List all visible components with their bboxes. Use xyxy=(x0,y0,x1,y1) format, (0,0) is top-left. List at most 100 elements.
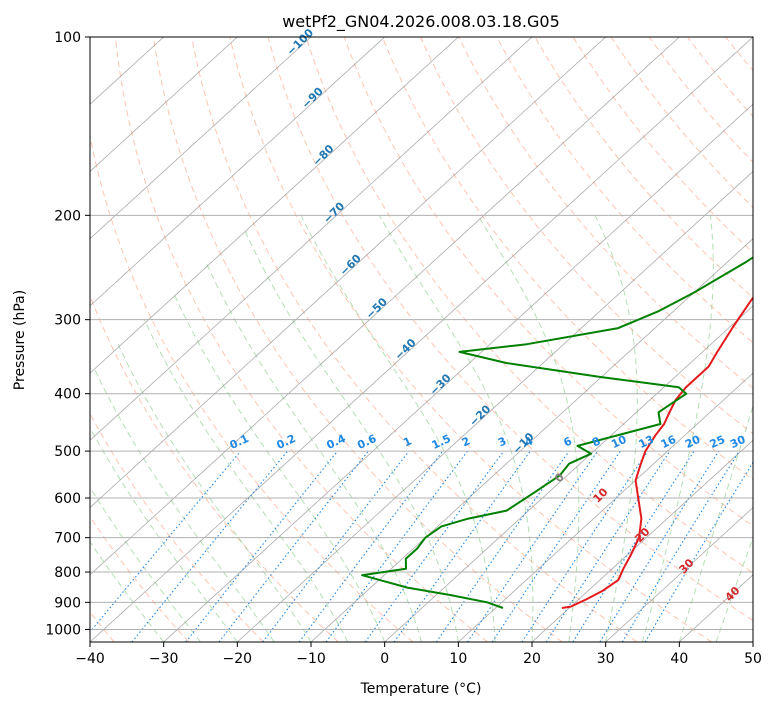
x-axis-label: Temperature (°C) xyxy=(360,681,482,697)
x-tick-label: 30 xyxy=(597,651,615,667)
dry-adiabat xyxy=(191,37,638,642)
dry-adiabat xyxy=(764,37,775,642)
y-tick-label: 100 xyxy=(54,30,81,46)
x-tick-label: 10 xyxy=(449,651,467,667)
dry-adiabat xyxy=(687,37,753,118)
dry-adiabat xyxy=(572,37,753,254)
mixing-ratio-label: 0.1 xyxy=(228,432,251,452)
y-axis-label: Pressure (hPa) xyxy=(12,290,28,390)
moist-adiabat xyxy=(300,215,496,642)
mixing-ratio-line xyxy=(364,450,505,642)
x-tick-label: 20 xyxy=(523,651,541,667)
moist-adiabat xyxy=(90,426,238,642)
moist-adiabat-label: 20 xyxy=(633,525,653,545)
mixing-ratio-label: 1 xyxy=(401,434,413,449)
mixing-ratio-line xyxy=(218,450,369,642)
moist-adiabat xyxy=(642,215,714,642)
dry-adiabat xyxy=(267,37,753,622)
background-lines xyxy=(90,37,775,642)
dry-adiabat xyxy=(496,37,753,344)
dry-adiabat xyxy=(114,37,488,642)
isotherm xyxy=(90,37,459,374)
dry-adiabat xyxy=(305,37,753,574)
dry-adiabat xyxy=(534,37,753,299)
moist-adiabat xyxy=(92,366,275,642)
isotherm xyxy=(384,305,753,642)
chart-title: wetPf2_GN04.2026.008.03.18.G05 xyxy=(282,12,560,32)
isotherm xyxy=(163,103,753,642)
mixing-ratio-line xyxy=(621,450,740,642)
moist-adiabat xyxy=(172,292,386,642)
isotherm xyxy=(90,37,385,307)
y-tick-label: 600 xyxy=(54,491,81,507)
moist-adiabat xyxy=(243,227,459,642)
mixing-ratio-label: 0.2 xyxy=(275,432,298,452)
isotherm-label: −40 xyxy=(392,336,419,363)
isotherm xyxy=(752,641,753,642)
profiles xyxy=(361,256,753,609)
mixing-ratio-label: 0.4 xyxy=(325,432,348,452)
isotherm xyxy=(90,37,680,576)
mixing-ratio-label: 6 xyxy=(561,434,574,449)
dry-adiabat xyxy=(343,37,753,527)
y-tick-label: 500 xyxy=(54,444,81,460)
isotherm xyxy=(90,37,312,240)
moist-adiabat xyxy=(117,343,312,642)
dry-adiabat xyxy=(229,37,712,642)
moist-adiabat xyxy=(477,215,580,642)
moist-adiabat xyxy=(678,404,753,642)
x-tick-label: 40 xyxy=(670,651,688,667)
isotherm xyxy=(90,37,753,642)
mixing-ratio-line xyxy=(298,450,444,642)
dry-adiabat xyxy=(648,37,753,163)
dry-adiabat xyxy=(90,294,339,642)
isotherm-label: −70 xyxy=(321,199,348,226)
y-tick-label: 200 xyxy=(54,208,81,224)
mixing-ratio-label: 3 xyxy=(496,434,508,449)
dry-adiabat xyxy=(420,37,753,435)
x-tick-label: 50 xyxy=(744,651,762,667)
x-tick-label: −10 xyxy=(296,651,326,667)
dry-adiabat xyxy=(725,37,753,72)
mixing-ratio-line xyxy=(185,450,339,642)
isotherm-label: −90 xyxy=(299,85,326,112)
moist-adiabat xyxy=(90,540,165,642)
x-tick-label: −30 xyxy=(149,651,179,667)
mixing-ratio-line xyxy=(393,450,531,642)
isotherm xyxy=(605,507,753,642)
dry-adiabat xyxy=(153,37,563,642)
moist-adiabat xyxy=(594,215,638,642)
mixing-ratio-label: 13 xyxy=(637,433,656,451)
mixing-ratio-line xyxy=(435,450,570,642)
x-tick-label: 0 xyxy=(380,651,389,667)
moist-adiabat xyxy=(90,486,201,642)
isotherm xyxy=(90,37,238,172)
dry-adiabat xyxy=(610,37,753,209)
isotherm xyxy=(458,372,753,642)
isotherm-label: −80 xyxy=(310,142,337,169)
mixing-ratio-line xyxy=(572,450,695,642)
mixing-ratio-label: 10 xyxy=(609,433,629,451)
mixing-ratio-label: 30 xyxy=(728,433,748,451)
y-tick-label: 300 xyxy=(54,313,81,329)
y-axis: 100 200 300 400 500 600 700 800 900 1000 xyxy=(45,30,90,638)
isotherm-label: −50 xyxy=(363,295,390,322)
moist-adiabat-label: 10 xyxy=(591,485,611,505)
mixing-ratio-label: 16 xyxy=(659,433,679,451)
dry-adiabat xyxy=(90,515,190,642)
temperature-profile xyxy=(561,296,753,609)
isotherm-label: −60 xyxy=(337,252,364,279)
mixing-ratio-line xyxy=(262,450,410,642)
y-tick-label: 700 xyxy=(54,531,81,547)
x-axis: −40 −30 −20 −10 0 10 20 30 40 50 xyxy=(75,642,762,667)
mixing-ratio-line xyxy=(131,450,289,642)
y-tick-label: 1000 xyxy=(45,622,81,638)
mixing-ratio-line xyxy=(545,450,671,642)
mixing-ratio-line xyxy=(467,450,599,642)
mixing-ratio-line xyxy=(599,450,720,642)
y-tick-label: 400 xyxy=(54,387,81,403)
plot-frame xyxy=(89,36,754,643)
pressure-grid xyxy=(90,37,753,630)
dry-adiabat xyxy=(458,37,753,389)
